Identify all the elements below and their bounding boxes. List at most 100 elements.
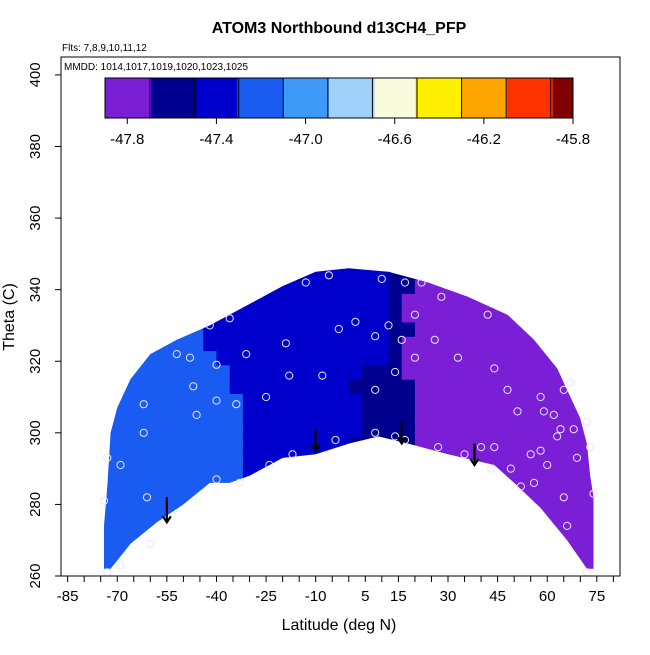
colorbar-tick-label: -45.8 (556, 131, 590, 148)
field-cell (295, 350, 310, 366)
colorbar-segment (115, 78, 121, 118)
field-cell (256, 336, 270, 352)
field-cell (322, 336, 337, 352)
field-cell (375, 364, 389, 380)
sample-point (566, 378, 575, 387)
field-cell (110, 407, 125, 423)
field-cell (481, 321, 495, 337)
field-cell (481, 422, 495, 437)
field-cell (309, 278, 323, 294)
field-cell (481, 307, 495, 323)
field-cell (295, 436, 310, 452)
field-cell (335, 550, 350, 566)
field-cell (375, 550, 389, 566)
field-cell (587, 250, 601, 265)
field-cell (414, 307, 429, 323)
field-cell (468, 250, 482, 265)
field-cell (242, 268, 257, 280)
field-cell (150, 350, 165, 366)
field-cell (467, 565, 482, 569)
field-cell (137, 350, 151, 366)
field-cell (401, 522, 416, 538)
field-cell (494, 550, 509, 566)
field-cell (507, 422, 522, 437)
field-cell (110, 336, 125, 352)
field-cell (322, 479, 337, 495)
field-cell (123, 379, 138, 394)
field-cell (150, 550, 165, 566)
field-cell (454, 278, 469, 294)
field-cell (362, 522, 376, 538)
field-cell (104, 536, 112, 552)
field-cell (600, 479, 614, 494)
field-cell (163, 268, 178, 280)
field-cell (176, 307, 191, 323)
field-cell (534, 436, 548, 452)
field-cell (547, 379, 561, 394)
field-cell (269, 407, 284, 423)
sample-point (235, 478, 244, 487)
field-cell (454, 522, 469, 538)
field-cell (295, 522, 310, 538)
field-cell (507, 450, 522, 466)
field-cell (190, 407, 204, 423)
colorbar-segment (420, 78, 426, 118)
field-cell (190, 293, 204, 309)
field-cell (362, 307, 376, 323)
field-cell (507, 393, 522, 409)
field-cell (454, 293, 469, 309)
colorbar-segment (303, 78, 309, 118)
field-cell (137, 465, 151, 480)
field-cell (104, 307, 112, 323)
field-cell (216, 278, 231, 294)
field-cell (375, 479, 389, 495)
sample-point (437, 292, 446, 301)
sample-point (334, 324, 343, 334)
colorbar-segment (211, 78, 218, 118)
field-cell (481, 278, 495, 294)
field-cell (534, 407, 548, 423)
colorbar-tick-label: -47.8 (110, 131, 144, 148)
field-cell (216, 393, 231, 409)
field-cell (190, 508, 204, 523)
field-cell (600, 522, 614, 537)
field-cell (348, 293, 363, 309)
field-cell (217, 250, 231, 265)
field-cell (586, 364, 594, 380)
field-cell (282, 565, 297, 569)
field-cell (494, 321, 509, 337)
field-cell (507, 293, 522, 309)
colorbar-segment (242, 78, 248, 118)
field-cell (269, 479, 284, 495)
field-cell (520, 436, 535, 452)
field-cell (428, 321, 442, 337)
field-cell (348, 465, 363, 480)
field-cell (414, 436, 429, 452)
field-cell (216, 550, 231, 566)
field-cell (203, 508, 217, 523)
colorbar-segment (318, 78, 325, 118)
field-cell (282, 321, 297, 337)
field-cell (163, 493, 178, 509)
colorbar-segment (161, 78, 167, 118)
colorbar-segment (130, 78, 136, 118)
field-cell (335, 465, 350, 480)
field-cell (296, 250, 310, 265)
field-cell (123, 293, 138, 309)
field-cell (573, 550, 588, 566)
field-cell (454, 479, 469, 495)
sample-point (553, 432, 562, 441)
field-cell (494, 536, 509, 552)
field-cell (242, 307, 257, 323)
field-cell (123, 278, 138, 294)
field-cell (454, 364, 469, 380)
field-cell (454, 436, 469, 452)
field-cell (560, 436, 575, 452)
field-cell (401, 550, 416, 566)
field-cell (534, 268, 548, 280)
field-cell (348, 422, 363, 437)
field-cell (481, 350, 495, 366)
sample-point (572, 453, 582, 462)
field-cell (216, 493, 231, 509)
field-cell (441, 479, 456, 495)
